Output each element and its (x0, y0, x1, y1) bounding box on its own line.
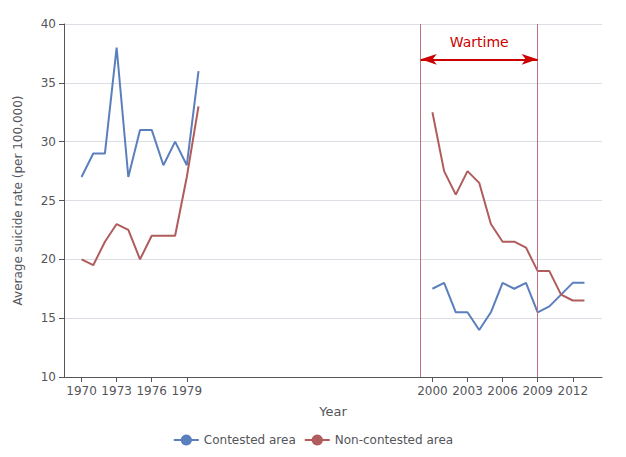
svg-text:25: 25 (41, 194, 56, 208)
svg-text:2000: 2000 (417, 384, 448, 398)
svg-text:Wartime: Wartime (450, 34, 509, 50)
svg-text:1973: 1973 (101, 384, 132, 398)
svg-text:15: 15 (41, 311, 56, 325)
svg-text:30: 30 (41, 135, 56, 149)
svg-text:40: 40 (41, 17, 56, 31)
svg-text:2003: 2003 (452, 384, 483, 398)
svg-text:1976: 1976 (136, 384, 167, 398)
svg-text:20: 20 (41, 252, 56, 266)
svg-text:1979: 1979 (172, 384, 203, 398)
svg-text:1970: 1970 (66, 384, 97, 398)
svg-text:Non-contested area: Non-contested area (335, 433, 453, 447)
svg-text:35: 35 (41, 76, 56, 90)
svg-text:Contested area: Contested area (204, 433, 296, 447)
svg-text:2012: 2012 (557, 384, 588, 398)
svg-text:2009: 2009 (522, 384, 553, 398)
svg-text:Year: Year (318, 404, 347, 419)
svg-text:2006: 2006 (487, 384, 518, 398)
svg-text:Average suicide rate (per 100,: Average suicide rate (per 100,000) (11, 96, 25, 306)
svg-text:10: 10 (41, 370, 56, 384)
